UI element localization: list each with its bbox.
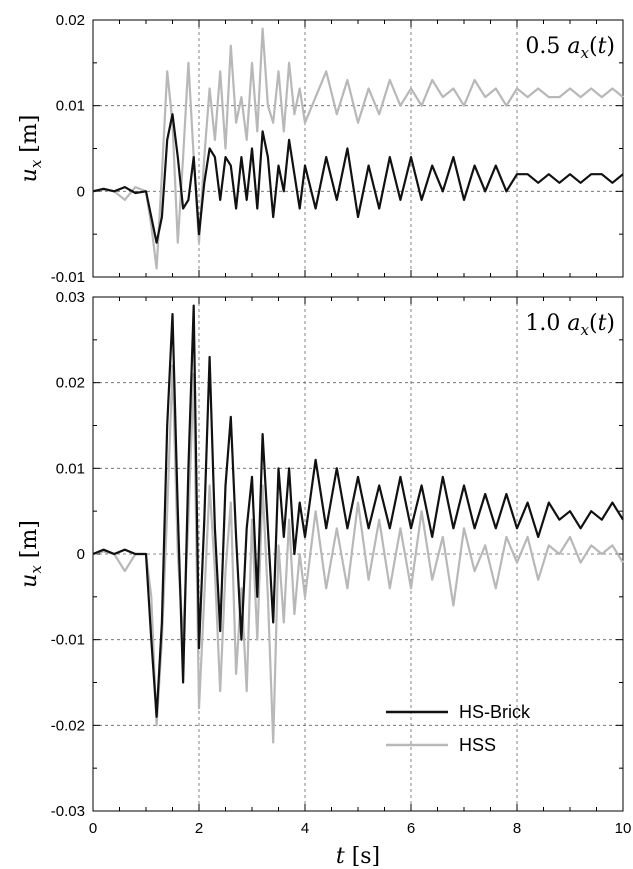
top-panel: 0.02 0.01 0 -0.01 ux [m] 0.5 ax(t) bbox=[17, 12, 624, 286]
x-tick-label: 0 bbox=[89, 820, 97, 837]
top-y-tick-label: 0.01 bbox=[56, 98, 85, 115]
bottom-y-tick-label: 0.01 bbox=[56, 460, 85, 477]
top-y-tick-label: 0 bbox=[77, 183, 85, 200]
bottom-y-tick-label: 0 bbox=[77, 546, 85, 563]
x-tick-label: 2 bbox=[195, 820, 203, 837]
top-annotation: 0.5 ax(t) bbox=[525, 34, 615, 62]
x-tick-label: 10 bbox=[615, 820, 632, 837]
legend-label: HSS bbox=[459, 735, 496, 755]
legend-label: HS-Brick bbox=[459, 702, 531, 722]
legend: HS-Brick HSS bbox=[386, 702, 531, 755]
bottom-y-tick-label: -0.02 bbox=[51, 717, 85, 734]
bottom-annotation: 1.0 ax(t) bbox=[525, 311, 615, 339]
x-tick-label: 4 bbox=[301, 820, 309, 837]
bottom-series-hss bbox=[92, 364, 624, 744]
bottom-y-tick-label: -0.03 bbox=[51, 803, 85, 820]
top-series-hs-brick bbox=[92, 113, 624, 244]
bottom-y-tick-label: 0.03 bbox=[56, 289, 85, 306]
top-y-axis-label: ux [m] bbox=[17, 115, 45, 183]
x-axis-label: t [s] bbox=[336, 844, 380, 869]
x-tick-label: 6 bbox=[407, 820, 415, 837]
bottom-y-tick-label: -0.01 bbox=[51, 632, 85, 649]
bottom-series-hs-brick bbox=[92, 304, 624, 718]
top-series-hss bbox=[92, 27, 624, 270]
top-y-tick-label: -0.01 bbox=[51, 269, 85, 286]
bottom-y-axis-label: ux [m] bbox=[17, 520, 45, 588]
top-plot-frame bbox=[92, 19, 624, 278]
x-tick-label: 8 bbox=[513, 820, 521, 837]
bottom-y-tick-label: 0.02 bbox=[56, 375, 85, 392]
top-y-tick-label: 0.02 bbox=[56, 12, 85, 29]
